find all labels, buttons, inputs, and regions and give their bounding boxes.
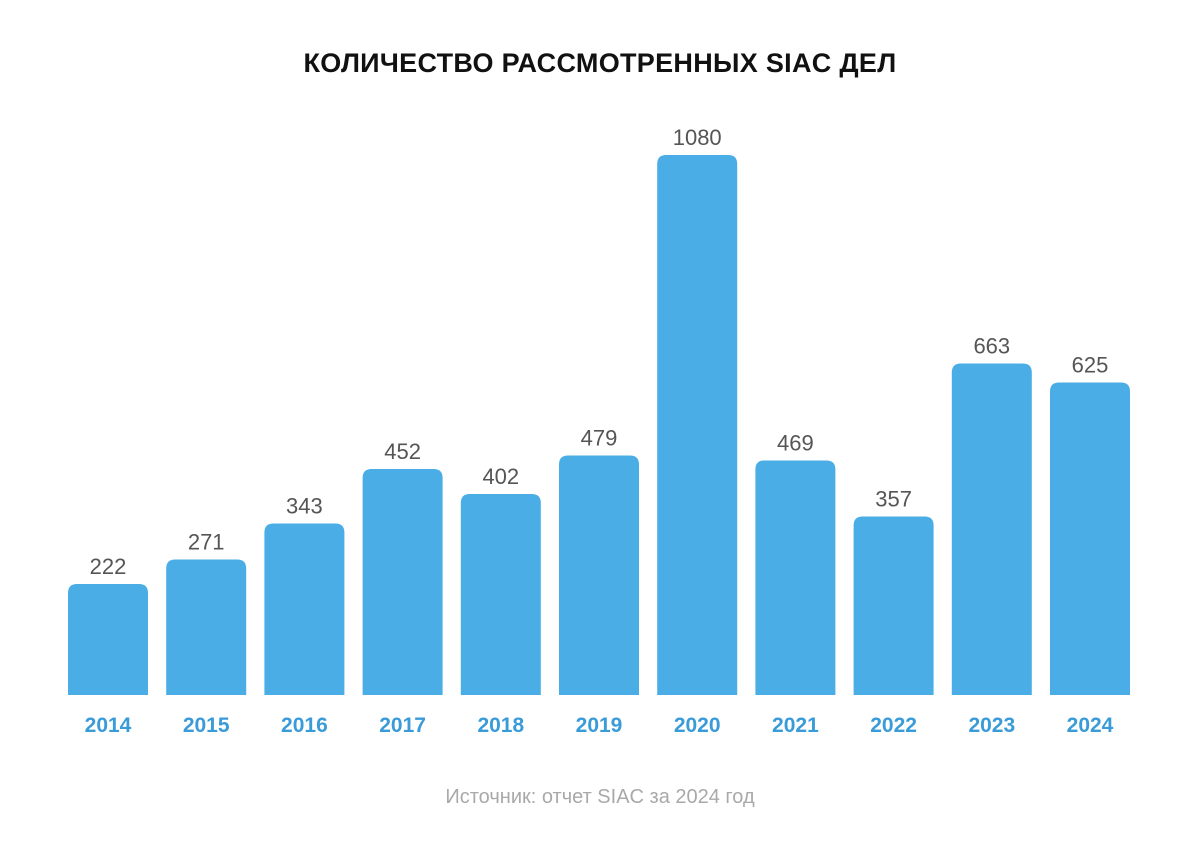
chart-title: КОЛИЧЕСТВО РАССМОТРЕННЫХ SIAC ДЕЛ (303, 48, 897, 78)
source-note: Источник: отчет SIAC за 2024 год (445, 786, 755, 808)
value-label: 663 (973, 334, 1010, 359)
value-label: 343 (286, 494, 323, 519)
value-label: 469 (777, 431, 814, 456)
category-label: 2015 (183, 714, 230, 737)
value-label: 452 (384, 439, 421, 464)
bar-2022 (853, 516, 934, 695)
value-label: 402 (482, 464, 519, 489)
value-label: 357 (875, 487, 912, 512)
category-label: 2016 (281, 714, 328, 737)
bar-2018 (460, 494, 541, 695)
bar-2014 (68, 584, 148, 695)
value-label: 625 (1072, 353, 1109, 378)
category-label: 2021 (772, 714, 819, 737)
value-label: 222 (90, 554, 127, 579)
bar-2020 (657, 155, 738, 695)
bar-2016 (264, 523, 345, 695)
bar-2017 (362, 469, 443, 695)
value-label: 1080 (673, 125, 722, 150)
bar-2015 (166, 559, 247, 695)
category-label: 2024 (1067, 714, 1114, 737)
bar-2019 (559, 455, 639, 695)
bar-2024 (1050, 382, 1130, 695)
category-label: 2022 (870, 714, 917, 737)
category-label: 2017 (379, 714, 426, 737)
bar-2021 (755, 460, 836, 695)
category-label: 2018 (477, 714, 524, 737)
bar-2023 (951, 363, 1032, 695)
category-label: 2019 (576, 714, 623, 737)
category-label: 2023 (968, 714, 1015, 737)
value-label: 479 (581, 426, 618, 451)
value-label: 271 (188, 530, 225, 555)
category-label: 2020 (674, 714, 721, 737)
category-label: 2014 (85, 714, 132, 737)
